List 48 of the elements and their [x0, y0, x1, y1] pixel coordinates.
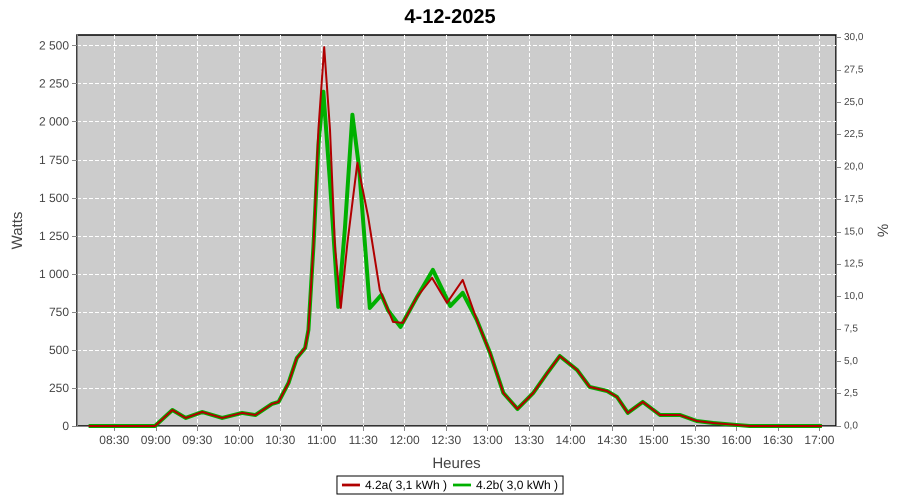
x-tick-label: 15:30 [680, 433, 710, 447]
y2-tick-label: 30,0 [844, 32, 864, 44]
x-tick-label: 09:30 [182, 433, 213, 447]
x-tick-label: 14:30 [597, 433, 628, 447]
chart-title: 4-12-2025 [404, 6, 496, 28]
y2-tick-label: 5,0 [844, 356, 858, 367]
y2-tick-label: 17,5 [844, 194, 864, 205]
y-tick-label: 250 [48, 380, 70, 395]
x-tick-label: 13:00 [472, 433, 503, 447]
x-tick-label: 11:00 [307, 433, 337, 447]
y-tick-label: 2 000 [38, 114, 70, 129]
y-tick-label: 0 [62, 419, 70, 433]
x-tick-label: 10:30 [265, 433, 296, 447]
x-tick-label: 10:00 [224, 433, 254, 447]
y2-tick-label: 7,5 [844, 323, 858, 334]
y-tick-label: 1 500 [38, 190, 70, 205]
x-tick-label: 11:30 [348, 433, 378, 447]
y-tick-label: 1 000 [38, 266, 70, 281]
x-tick-label: 12:30 [431, 433, 462, 447]
x-tick-label: 12:00 [390, 433, 420, 447]
legend-label: 4.2a( 3,1 kWh ) [364, 478, 448, 492]
y2-tick-label: 20,0 [844, 162, 864, 173]
y2-axis-title: % [875, 224, 892, 238]
y-tick-label: 750 [48, 304, 70, 319]
y2-tick-label: 22,5 [844, 129, 864, 140]
y2-tick-label: 25,0 [844, 96, 864, 108]
x-tick-label: 08:30 [99, 433, 130, 447]
y2-tick-label: 12,5 [844, 258, 864, 270]
legend-label: 4.2b( 3,0 kWh ) [476, 478, 558, 492]
y2-tick-label: 10,0 [844, 291, 864, 302]
x-axis-title: Heures [432, 455, 481, 472]
x-tick-label: 09:00 [140, 433, 172, 447]
y-axis-title: Watts [9, 212, 26, 250]
y2-tick-label: 0,0 [844, 420, 858, 432]
x-tick-label: 14:00 [556, 433, 586, 447]
y2-tick-label: 27,5 [844, 64, 864, 76]
y2-tick-label: 2,5 [844, 388, 858, 400]
x-tick-label: 17:00 [804, 433, 835, 447]
y-tick-label: 1 750 [38, 152, 70, 167]
x-tick-label: 15:00 [638, 433, 669, 447]
y2-tick-label: 15,0 [844, 226, 864, 238]
y-tick-label: 2 500 [38, 38, 70, 53]
y-tick-label: 500 [48, 342, 70, 357]
y-tick-label: 2 250 [38, 76, 70, 91]
x-tick-label: 16:00 [721, 433, 752, 447]
x-tick-label: 13:30 [514, 433, 544, 447]
y-tick-label: 1 250 [38, 228, 70, 243]
x-tick-label: 16:30 [762, 433, 794, 447]
